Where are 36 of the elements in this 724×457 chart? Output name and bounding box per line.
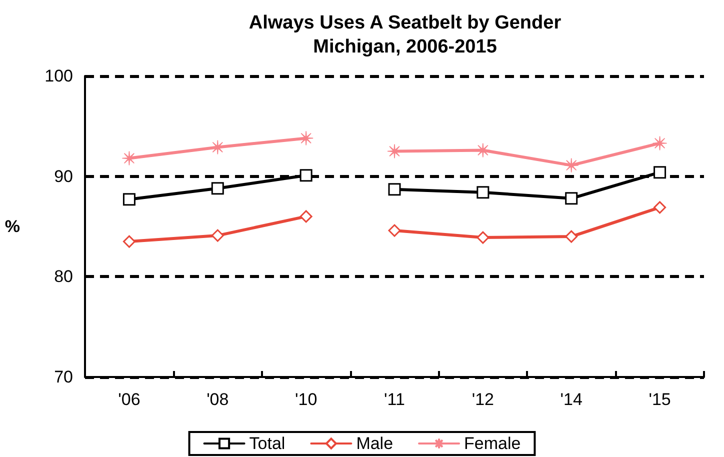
point (654, 201, 666, 214)
y-axis-title: % (4, 217, 20, 236)
x-tick-label: '11 (384, 390, 405, 409)
point (298, 130, 314, 146)
point (565, 230, 578, 243)
x-tick-label: '06 (118, 390, 140, 409)
legend-label: Total (249, 434, 286, 453)
point (476, 231, 490, 244)
chart-subtitle: Michigan, 2006-2015 (313, 36, 498, 58)
point (652, 136, 668, 151)
x-tick-label: '12 (472, 390, 494, 409)
point (565, 192, 578, 205)
point (654, 166, 666, 179)
point (300, 210, 312, 223)
point (211, 182, 224, 195)
y-tick-label: 100 (44, 66, 73, 86)
y-tick-label: 80 (54, 267, 73, 286)
point (476, 186, 490, 199)
x-tick-label: '14 (560, 390, 582, 409)
legend-label: Male (356, 434, 394, 453)
chart-title: Always Uses A Seatbelt by Gender (248, 12, 562, 34)
x-tick-label: '08 (206, 390, 229, 409)
point (211, 229, 224, 242)
point (122, 193, 136, 206)
point (476, 142, 490, 158)
y-tick-label: 90 (54, 166, 73, 186)
legend-label: Female (464, 434, 521, 453)
point (388, 224, 401, 237)
point (122, 235, 136, 248)
x-tick-label: '15 (648, 390, 671, 409)
x-tick-label: '10 (294, 390, 318, 409)
point (564, 158, 579, 173)
point (388, 183, 401, 196)
point (387, 144, 402, 159)
y-tick-label: 70 (54, 368, 73, 386)
point (300, 169, 312, 182)
